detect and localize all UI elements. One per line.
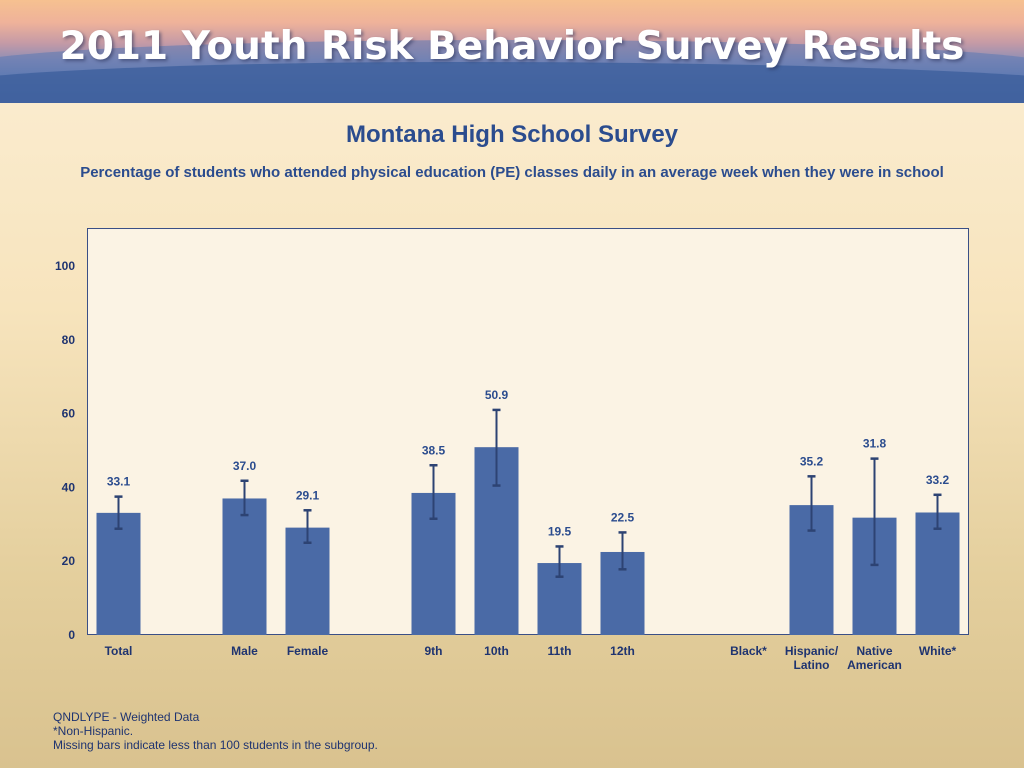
data-label: 50.9 xyxy=(485,388,509,402)
footnote-missing-bars: Missing bars indicate less than 100 stud… xyxy=(53,738,378,752)
banner-mountain-ridge-front xyxy=(0,62,1024,103)
bar xyxy=(285,527,330,635)
x-tick-label: 10th xyxy=(484,644,509,658)
data-label: 37.0 xyxy=(233,459,257,473)
x-tick-label: Male xyxy=(231,644,258,658)
data-label: 33.1 xyxy=(107,475,131,489)
data-label: 38.5 xyxy=(422,443,446,457)
chart-subtitle: Percentage of students who attended phys… xyxy=(80,164,944,181)
data-label: 33.2 xyxy=(926,473,950,487)
bar xyxy=(96,512,141,635)
data-label: 19.5 xyxy=(548,524,572,538)
header-banner: 2011 Youth Risk Behavior Survey Results xyxy=(0,0,1024,103)
y-tick-label: 80 xyxy=(62,333,76,347)
footnote-non-hispanic: *Non-Hispanic. xyxy=(53,724,134,738)
data-label: 31.8 xyxy=(863,437,887,451)
x-tick-label: Black* xyxy=(730,644,767,658)
footnotes: QNDLYPE - Weighted Data *Non-Hispanic. M… xyxy=(53,710,378,752)
x-tick-label: Hispanic/Latino xyxy=(785,644,839,672)
y-tick-label: 60 xyxy=(62,407,76,421)
data-label: 22.5 xyxy=(611,510,635,524)
x-tick-label: Total xyxy=(105,644,133,658)
bar xyxy=(222,498,267,635)
x-tick-label: Native American xyxy=(847,644,902,672)
banner-title: 2011 Youth Risk Behavior Survey Results xyxy=(59,24,965,69)
x-tick-label: 12th xyxy=(610,644,635,658)
y-tick-label: 0 xyxy=(68,628,75,642)
y-tick-label: 40 xyxy=(62,480,76,494)
y-tick-label: 20 xyxy=(62,554,76,568)
x-tick-label: Female xyxy=(287,644,329,658)
data-label: 29.1 xyxy=(296,488,320,502)
x-tick-label: White* xyxy=(919,644,957,658)
chart-title: Montana High School Survey xyxy=(345,121,679,148)
bar-chart: 0 20 40 60 80 100 Total 33.1 Male 37.0 Female 29.1 9… xyxy=(55,259,960,672)
data-label: 35.2 xyxy=(800,454,824,468)
y-tick-label: 100 xyxy=(55,259,75,273)
x-tick-label: 9th xyxy=(425,644,443,658)
bar xyxy=(915,512,960,635)
footnote-data-source: QNDLYPE - Weighted Data xyxy=(53,710,200,724)
x-tick-label: 11th xyxy=(547,644,571,658)
